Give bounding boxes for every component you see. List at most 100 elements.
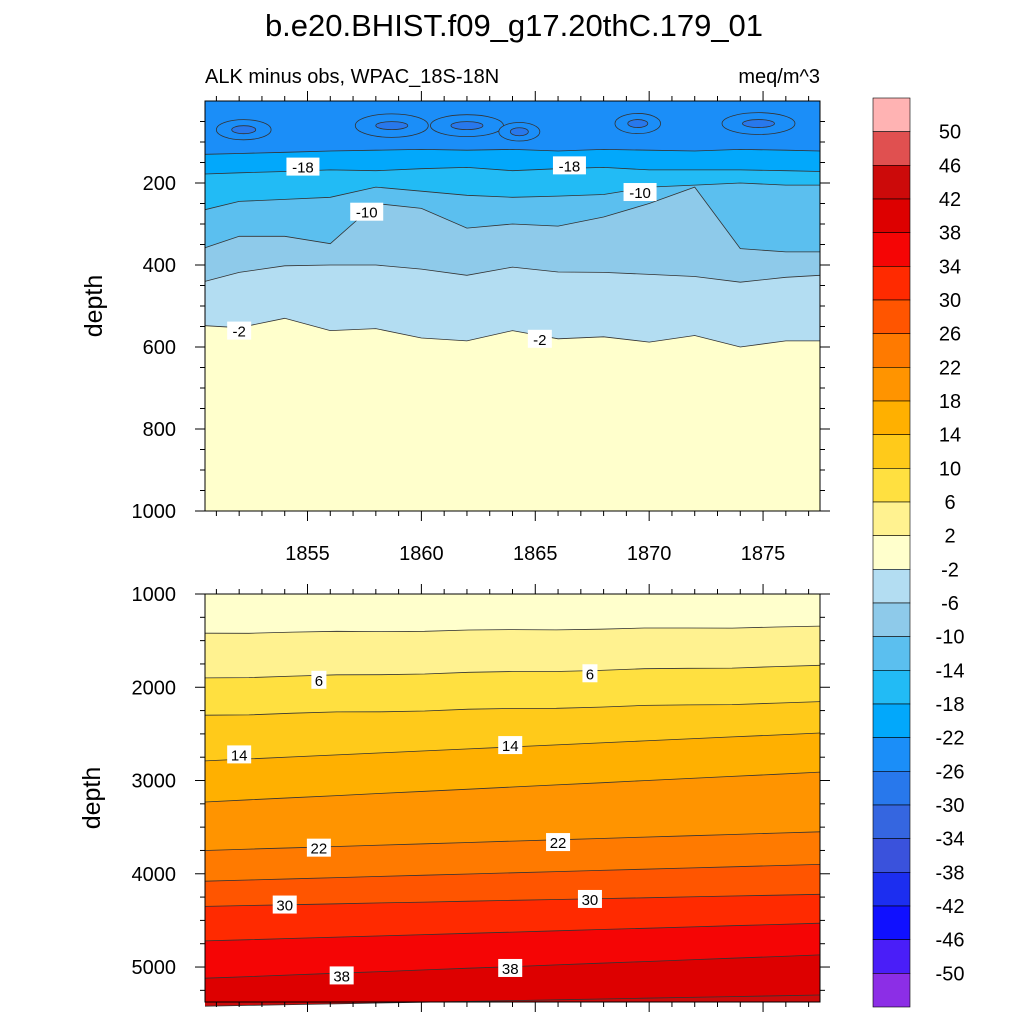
colorbar-label: -14 (936, 660, 965, 682)
y-tick-label: 200 (143, 173, 176, 195)
colorbar-swatch (872, 501, 911, 536)
colorbar-swatch (872, 131, 911, 166)
colorbar-label: -2 (941, 559, 959, 581)
x-tick-label: 1870 (627, 543, 672, 565)
contour-label-text: 38 (333, 968, 350, 985)
colorbar-label: -30 (936, 795, 965, 817)
contour-label: 6 (582, 664, 598, 683)
contour-line-6 (204, 664, 821, 679)
contour-line-34 (204, 922, 821, 942)
colorbar-swatch (872, 165, 911, 200)
contour-line--10 (204, 186, 820, 253)
contour-label: 22 (306, 838, 331, 858)
contour-line--2 (204, 317, 820, 348)
contour-label-bg (527, 329, 552, 348)
colorbar: 50 46 42 38 34 30 26 22 18 14 10 6 2 -2 -6 -10 -14 -18 -22… (872, 97, 965, 1008)
contour-label: 38 (329, 966, 354, 985)
y-tick-label: 1000 (132, 501, 177, 523)
contour-line-10 (204, 701, 821, 716)
contour-label: -2 (227, 321, 252, 341)
colorbar-label: 38 (939, 223, 961, 245)
colorbar-swatch (872, 838, 911, 873)
colorbar-label: 2 (944, 526, 955, 548)
contour-label: 30 (272, 895, 297, 915)
colorbar-swatch (872, 535, 911, 570)
y-tick-label: 400 (143, 255, 176, 277)
bottom-axis-ticks: 1000 2000 3000 4000 5000 (132, 584, 830, 1012)
y-tick-label: 5000 (132, 957, 177, 979)
contour-line--6 (204, 264, 821, 283)
contour-blob--30 (509, 127, 529, 137)
contour-label-text: 14 (231, 747, 248, 764)
x-tick-label: 1865 (513, 543, 558, 565)
y-tick-label: 3000 (132, 771, 177, 793)
colorbar-label: 18 (939, 391, 961, 413)
contour-label: -2 (527, 329, 552, 349)
top-panel: -18 -18 -10 -10 -2 -2 1855 1860 1865 1870 1875 200… (80, 66, 830, 565)
colorbar-swatch (872, 97, 911, 132)
contour-label: -18 (552, 156, 586, 175)
contour-label-bg (329, 966, 354, 985)
contour-blob--30 (450, 121, 484, 130)
contour-label: 6 (311, 670, 327, 690)
colorbar-label: -46 (936, 930, 965, 952)
colorbar-swatch (872, 333, 911, 368)
colorbar-label: -10 (936, 627, 965, 649)
x-tick-label: 1875 (741, 543, 786, 565)
contour-line--14 (204, 182, 820, 211)
contour-line-18 (204, 771, 821, 803)
contour-blob--30 (375, 121, 409, 130)
x-tick-label: 1860 (399, 543, 444, 565)
bottom-y-axis-title: depth (78, 767, 106, 830)
colorbar-label: 22 (939, 357, 961, 379)
contour-label-bg (623, 183, 657, 202)
colorbar-label: 10 (939, 458, 961, 480)
contour-label-bg (582, 664, 598, 683)
contour-label-bg (552, 156, 586, 175)
contour-label-text: -2 (533, 332, 546, 349)
contour-label-bg (286, 157, 320, 176)
colorbar-swatch (872, 266, 911, 301)
contour-label-text: 30 (276, 898, 293, 915)
contour-label-text: 22 (550, 835, 567, 852)
colorbar-label: -18 (936, 694, 965, 716)
colorbar-swatch (872, 468, 911, 503)
contour-label-bg (306, 838, 331, 857)
bottom-contour-lines (204, 625, 821, 1007)
bottom-contour-fills (205, 594, 820, 1007)
top-contour-labels: -18 -18 -10 -10 -2 -2 (227, 156, 657, 349)
colorbar-swatch (872, 299, 911, 334)
contour-label: 30 (577, 889, 602, 909)
colorbar-swatch (872, 737, 911, 772)
colorbar-label: -6 (941, 593, 959, 615)
bottom-contour-labels: 6 6 14 14 22 22 30 30 38 38 (227, 664, 602, 985)
colorbar-label: 30 (939, 290, 961, 312)
contour-label-text: 22 (311, 841, 328, 858)
colorbar-label: 26 (939, 324, 961, 346)
colorbar-swatch (872, 771, 911, 806)
contour-label: 22 (546, 833, 571, 852)
colorbar-label: 42 (939, 189, 961, 211)
contour-label-bg (227, 321, 252, 340)
contour-line-2 (204, 625, 821, 634)
contour-label-text: -18 (292, 160, 314, 177)
colorbar-label: 46 (939, 155, 961, 177)
contour-label-bg (350, 202, 384, 221)
contour-label-bg (498, 958, 523, 977)
y-tick-label: 2000 (132, 677, 177, 699)
colorbar-label: 14 (939, 425, 961, 447)
top-right-string: meq/m^3 (738, 66, 820, 88)
colorbar-label: -42 (936, 896, 965, 918)
contour-blob--30 (742, 119, 775, 128)
contour-label: -18 (286, 157, 320, 177)
top-left-string: ALK minus obs, WPAC_18S-18N (205, 66, 499, 88)
colorbar-label: -38 (936, 862, 965, 884)
colorbar-swatch (872, 905, 911, 940)
colorbar-swatch (872, 939, 911, 974)
y-tick-label: 1000 (132, 584, 177, 606)
contour-label-text: 6 (586, 666, 594, 683)
contour-label-bg (311, 670, 327, 689)
colorbar-label: 50 (939, 122, 961, 144)
contour-label-text: 38 (502, 961, 519, 978)
